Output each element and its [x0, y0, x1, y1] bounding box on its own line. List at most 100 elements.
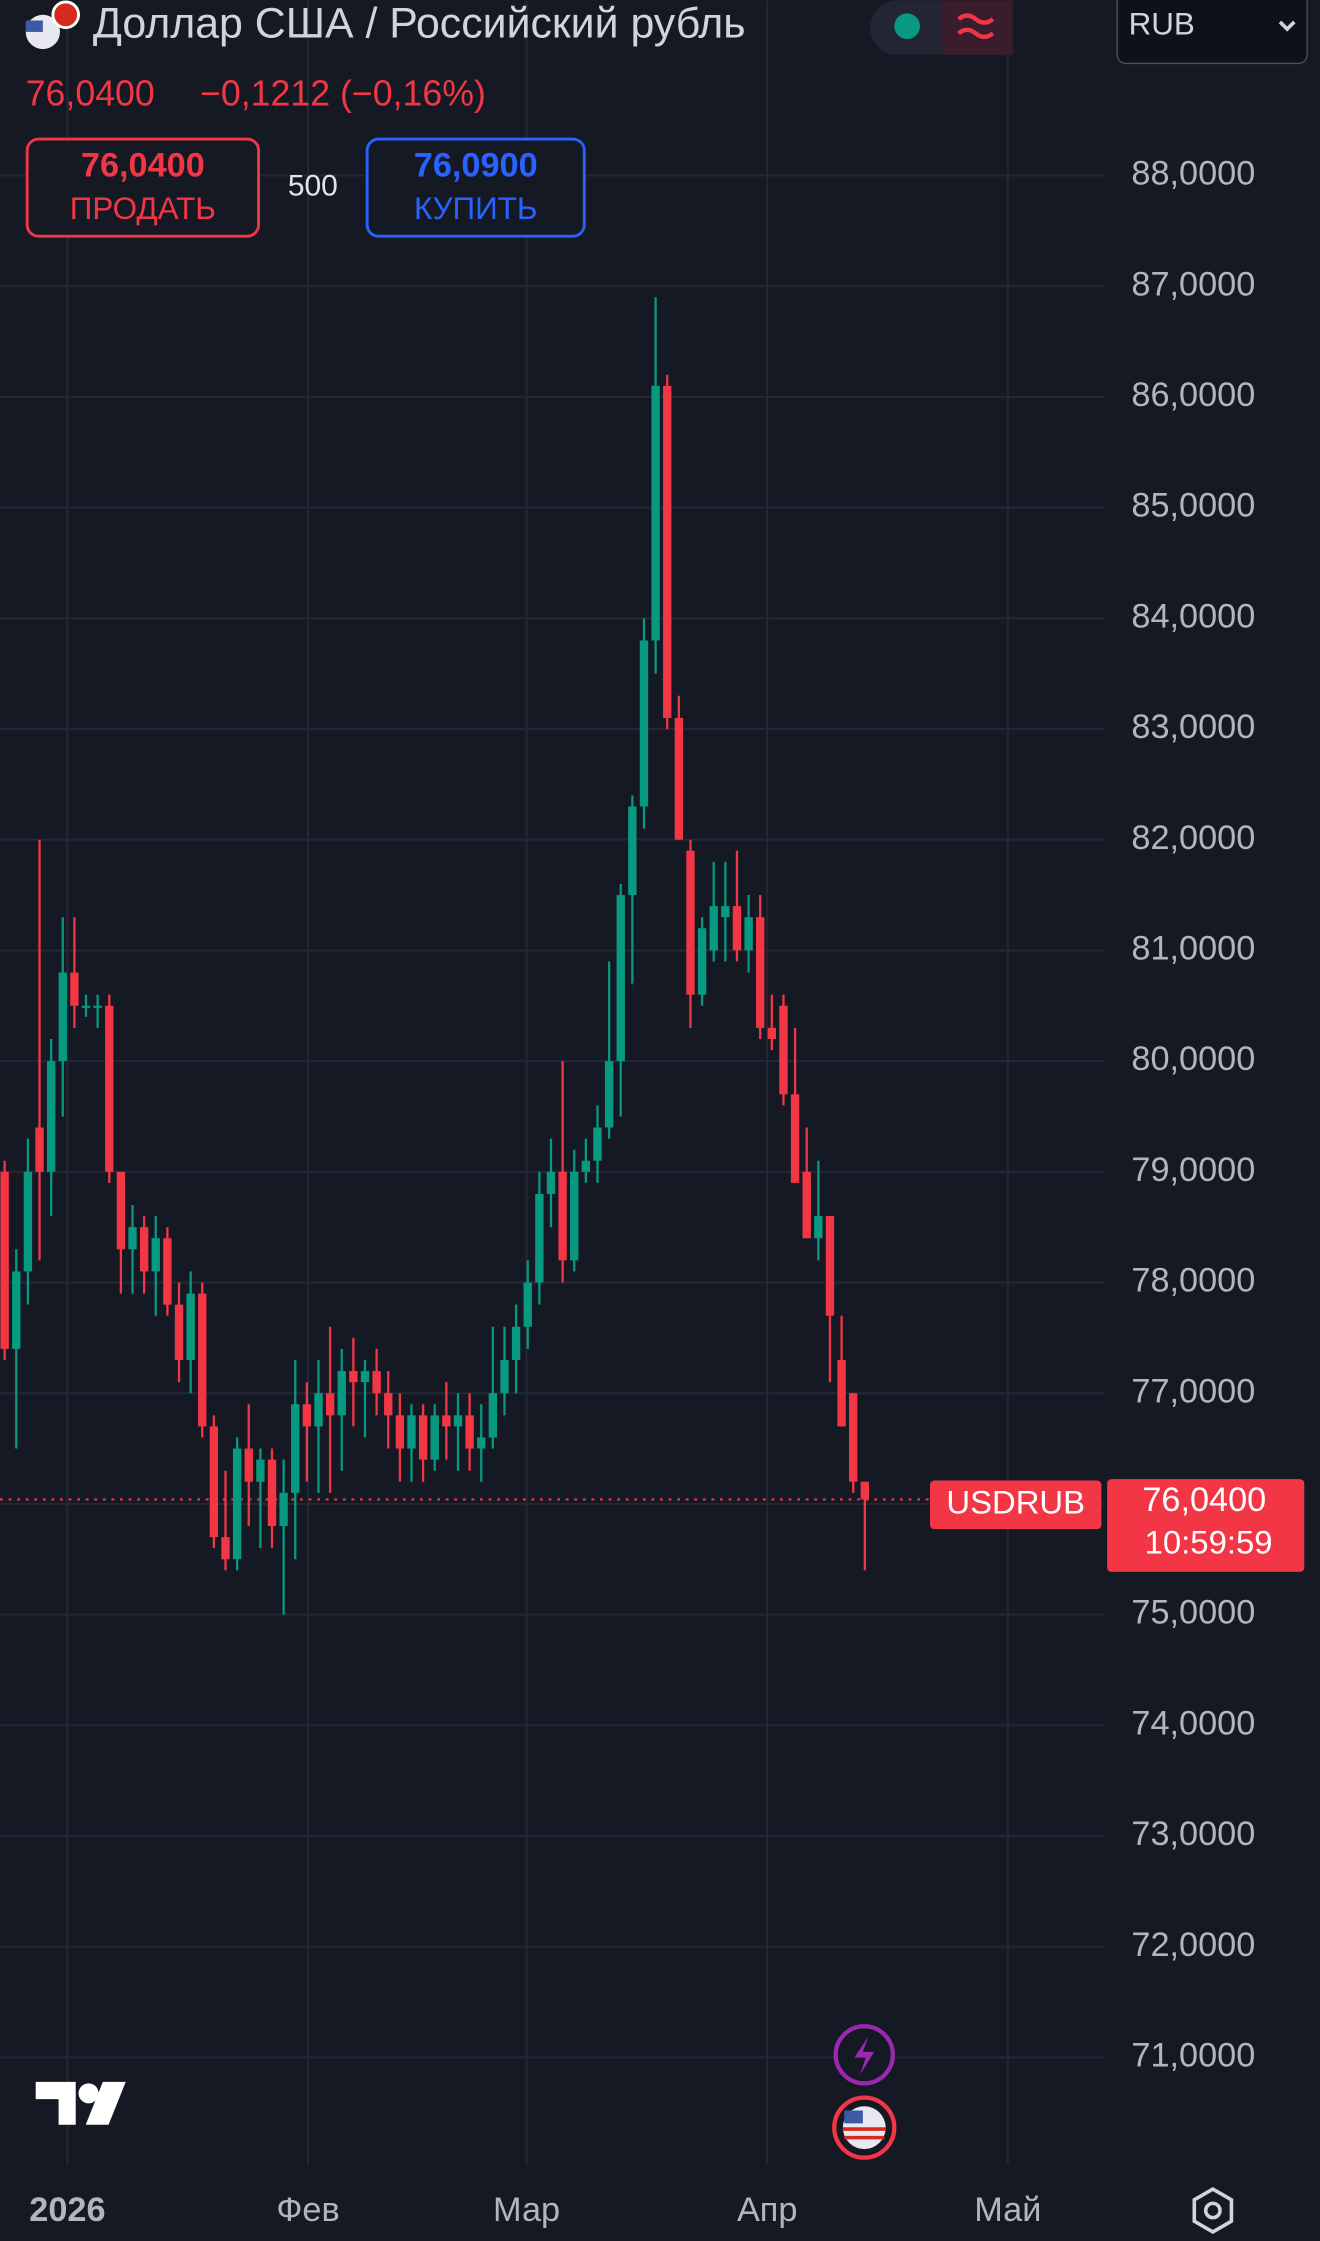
candle-body: [35, 1127, 44, 1172]
symbol-tag-text: USDRUB: [946, 1483, 1085, 1520]
symbol-title[interactable]: Доллар США / Российский рубль: [93, 0, 746, 48]
candle-body: [430, 1415, 439, 1460]
quantity[interactable]: 500: [288, 170, 338, 203]
candle-body: [163, 1238, 172, 1305]
candle-body: [709, 906, 718, 951]
candle-body: [58, 972, 67, 1062]
candle-body: [302, 1404, 312, 1427]
y-tick-label: 81,0000: [1131, 929, 1255, 967]
buy-button[interactable]: [365, 137, 586, 238]
candle-body: [244, 1448, 253, 1482]
y-tick-label: 80,0000: [1131, 1040, 1255, 1078]
candle-body: [372, 1371, 381, 1394]
delay-bg: [941, 0, 1013, 55]
candle-body: [81, 1005, 91, 1008]
candle-body: [360, 1371, 370, 1383]
candle-body: [732, 906, 742, 951]
countdown: 10:59:59: [1145, 1523, 1273, 1560]
sell-price: 76,0400: [81, 147, 205, 185]
candle-body: [790, 1094, 800, 1183]
candle-body: [744, 917, 753, 951]
candle-body: [23, 1171, 33, 1272]
price-tag-text: 76,0400: [1142, 1481, 1266, 1519]
y-tick-label: 77,0000: [1131, 1372, 1255, 1410]
sell-button[interactable]: [25, 137, 260, 238]
candle-body: [325, 1393, 335, 1416]
y-tick-label: 75,0000: [1131, 1594, 1255, 1632]
lightning-icon: [854, 2036, 875, 2075]
y-tick-label: 71,0000: [1131, 2036, 1255, 2074]
candle-body: [477, 1437, 486, 1449]
candle-body: [384, 1393, 393, 1416]
currency-select[interactable]: [1116, 0, 1308, 65]
candle-body: [767, 1027, 777, 1039]
candle-body: [314, 1393, 323, 1427]
chevron: [1278, 20, 1296, 32]
y-tick-label: 87,0000: [1131, 265, 1255, 303]
candle-body: [581, 1160, 591, 1172]
candle-body: [837, 1359, 846, 1427]
candle-body: [116, 1171, 126, 1250]
candles: [0, 297, 870, 1615]
candle-body: [802, 1171, 811, 1239]
buy-label: КУПИТЬ: [414, 191, 538, 226]
symbol-tag: [930, 1480, 1102, 1530]
currency-label: RUB: [1129, 7, 1195, 42]
candle-body: [337, 1371, 346, 1416]
candle-body: [395, 1415, 405, 1449]
candle-body: [279, 1492, 288, 1527]
candle-body: [639, 640, 649, 807]
event-flag-stripes: [842, 2127, 886, 2140]
x-tick-label: Апр: [737, 2191, 797, 2229]
candle-body: [535, 1193, 544, 1283]
candle-body: [523, 1282, 532, 1327]
candle-body: [151, 1238, 160, 1272]
candle-body: [511, 1326, 521, 1360]
settings-icon: [1203, 2201, 1222, 2220]
candle-body: [825, 1216, 835, 1316]
x-tick-label: Мар: [493, 2191, 560, 2229]
market-open-dot: [894, 13, 920, 40]
candle-body: [779, 1005, 788, 1095]
y-tick-label: 84,0000: [1131, 597, 1255, 635]
logo-part: [85, 2081, 126, 2125]
y-tick-label: 73,0000: [1131, 1815, 1255, 1853]
flag-canton: [25, 20, 43, 32]
candle-body: [697, 928, 707, 995]
event-flag-canton: [844, 2110, 863, 2124]
header: Доллар США / Российский рубль RUB 76,040…: [25, 0, 1308, 238]
price-tag: [1107, 1479, 1305, 1572]
candle-body: [46, 1061, 56, 1172]
x-tick-label: 2026: [29, 2191, 105, 2229]
logo-part: [78, 2083, 99, 2104]
candle-body: [186, 1293, 195, 1360]
candle-body: [721, 906, 730, 918]
settings-button[interactable]: [1192, 2187, 1234, 2234]
candle-body: [267, 1459, 277, 1527]
candle-body: [105, 1005, 114, 1172]
candle-body: [570, 1171, 579, 1261]
candle-body: [174, 1304, 184, 1360]
last-price: 76,0400: [26, 74, 155, 114]
candle-body: [232, 1448, 242, 1560]
candle-body: [139, 1227, 149, 1272]
buy-price: 76,0900: [414, 147, 538, 185]
candle-body: [418, 1415, 428, 1460]
candle-body: [407, 1415, 416, 1449]
candle-body: [860, 1481, 870, 1500]
candle-body: [0, 1171, 9, 1349]
price-tags: USDRUB 76,0400 10:59:59: [930, 1479, 1305, 1572]
candle-body: [93, 1005, 102, 1008]
candle-body: [349, 1371, 358, 1383]
sell-label: ПРОДАТЬ: [70, 191, 216, 226]
candle-body: [291, 1404, 300, 1493]
candle-body: [651, 385, 660, 641]
candle-body: [500, 1359, 509, 1394]
logo-part: [35, 2081, 76, 2125]
candle-body: [546, 1171, 556, 1194]
candle-body: [849, 1393, 858, 1482]
candle-body: [616, 895, 625, 1062]
